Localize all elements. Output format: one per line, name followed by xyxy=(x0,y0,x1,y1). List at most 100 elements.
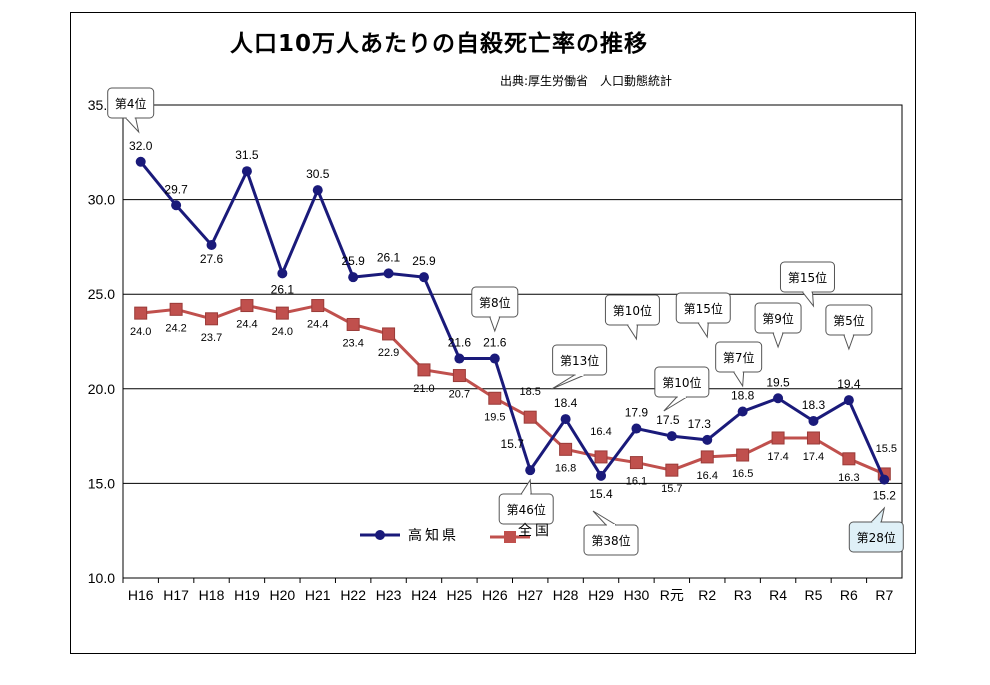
national-data-label: 20.7 xyxy=(449,389,470,401)
national-point xyxy=(382,327,396,341)
kochi-point xyxy=(773,393,784,404)
x-tick-label: H24 xyxy=(411,587,437,603)
national-data-label: 15.5 xyxy=(876,443,897,455)
national-point xyxy=(275,306,289,320)
kochi-data-label: 30.5 xyxy=(306,167,330,181)
kochi-data-label: 17.9 xyxy=(625,406,649,420)
kochi-point xyxy=(241,166,252,177)
x-tick-label: H21 xyxy=(305,587,331,603)
kochi-point xyxy=(489,353,500,364)
kochi-point xyxy=(171,200,182,211)
national-data-label: 18.5 xyxy=(519,386,540,398)
rank-callout-pointer xyxy=(697,322,709,339)
rank-callout-text: 第9位 xyxy=(762,311,794,326)
kochi-data-label: 18.4 xyxy=(554,396,578,410)
national-point xyxy=(346,317,360,331)
kochi-point xyxy=(631,423,642,434)
national-data-label: 16.8 xyxy=(555,462,576,474)
kochi-point xyxy=(135,156,146,167)
kochi-line xyxy=(139,160,886,481)
kochi-point xyxy=(879,474,890,485)
rank-callout-pointer xyxy=(124,117,140,134)
kochi-data-label: 25.9 xyxy=(412,254,436,268)
national-data-label: 16.4 xyxy=(697,470,718,482)
kochi-data-label: 26.1 xyxy=(271,282,295,296)
rank-callout-pointer xyxy=(520,478,532,495)
national-point xyxy=(452,369,466,383)
kochi-data-label: 21.6 xyxy=(483,336,507,350)
rank-callout-pointer xyxy=(663,396,689,412)
kochi-data-label: 15.7 xyxy=(501,437,525,451)
national-point xyxy=(629,456,643,470)
national-point xyxy=(205,312,219,326)
x-tick-label: R元 xyxy=(660,587,684,603)
national-point xyxy=(736,448,750,462)
chart-title: 人口10万人あたりの自殺死亡率の推移 xyxy=(230,31,649,57)
national-point xyxy=(240,299,254,313)
kochi-point xyxy=(808,415,819,426)
x-tick-label: H19 xyxy=(234,587,260,603)
x-tick-label: H20 xyxy=(269,587,295,603)
x-tick-label: H22 xyxy=(340,587,366,603)
kochi-point xyxy=(560,414,571,425)
national-data-label: 24.4 xyxy=(307,319,328,331)
national-point xyxy=(559,442,573,456)
y-tick-label: 25.0 xyxy=(88,286,115,302)
national-data-label: 17.4 xyxy=(767,451,788,463)
source-note: 出典:厚生労働省 人口動態統計 xyxy=(500,74,673,88)
rank-callout-text: 第13位 xyxy=(560,353,599,368)
national-data-label: 21.0 xyxy=(413,383,434,395)
x-tick-label: H23 xyxy=(376,587,402,603)
kochi-data-label: 27.6 xyxy=(200,252,224,266)
y-tick-label: 20.0 xyxy=(88,381,115,397)
rank-callout-text: 第10位 xyxy=(662,375,701,390)
national-data-label: 16.5 xyxy=(732,468,753,480)
rank-callout-text: 第38位 xyxy=(591,533,630,548)
rank-callout-pointer xyxy=(870,506,886,523)
rank-callout-text: 第7位 xyxy=(723,350,755,365)
x-tick-label: H30 xyxy=(624,587,650,603)
kochi-point xyxy=(596,470,607,481)
kochi-point xyxy=(525,465,536,476)
legend-national-label: 全国 xyxy=(518,522,552,539)
kochi-point xyxy=(348,272,359,283)
x-tick-label: H16 xyxy=(128,587,154,603)
legend-kochi-marker xyxy=(375,530,385,540)
national-data-label: 19.5 xyxy=(484,411,505,423)
national-data-label: 15.7 xyxy=(661,483,682,495)
x-tick-label: H18 xyxy=(199,587,225,603)
x-tick-label: H28 xyxy=(553,587,579,603)
kochi-point xyxy=(418,272,429,283)
national-point xyxy=(665,463,679,477)
rank-callout-text: 第15位 xyxy=(684,301,723,316)
kochi-data-label: 26.1 xyxy=(377,250,401,264)
rank-callout-text: 第28位 xyxy=(857,530,896,545)
national-point xyxy=(771,431,785,445)
kochi-point xyxy=(737,406,748,417)
national-data-label: 23.7 xyxy=(201,332,222,344)
y-tick-label: 30.0 xyxy=(88,192,115,208)
national-point xyxy=(417,363,431,377)
rank-callout-text: 第5位 xyxy=(833,313,865,328)
national-data-label: 24.0 xyxy=(130,326,151,338)
rank-callout-pointer xyxy=(489,316,501,333)
kochi-data-label: 21.6 xyxy=(448,336,472,350)
kochi-data-label: 18.8 xyxy=(731,389,755,403)
legend-national-marker xyxy=(504,531,516,543)
kochi-data-label: 19.5 xyxy=(766,375,790,389)
x-tick-label: R3 xyxy=(734,587,752,603)
national-point xyxy=(311,299,325,313)
kochi-point xyxy=(702,434,713,445)
national-point xyxy=(700,450,714,464)
rank-callout-pointer xyxy=(801,291,815,308)
national-data-label: 24.2 xyxy=(165,322,186,334)
national-line xyxy=(140,303,885,476)
kochi-point xyxy=(312,185,323,196)
x-tick-label: R6 xyxy=(840,587,858,603)
rank-callout-pointer xyxy=(551,374,585,390)
y-tick-label: 10.0 xyxy=(88,570,115,586)
kochi-data-label: 18.3 xyxy=(802,398,826,412)
x-tick-label: H27 xyxy=(517,587,543,603)
national-data-label: 16.1 xyxy=(626,476,647,488)
kochi-point xyxy=(843,395,854,406)
